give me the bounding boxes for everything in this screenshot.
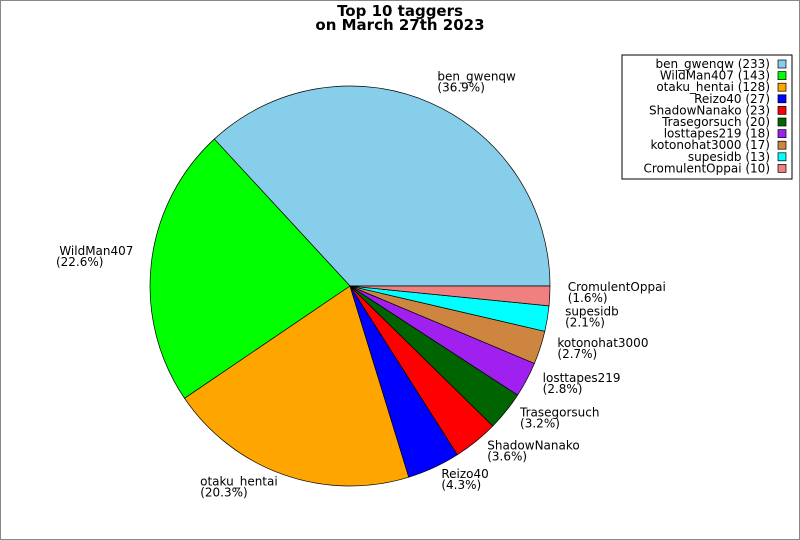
- slice-name: CromulentOppai: [568, 280, 666, 294]
- slice-percent: (2.1%): [565, 316, 605, 330]
- pie-slice: [149, 138, 351, 399]
- slice-name: WildMan407: [59, 244, 133, 258]
- legend-label: WildMan407 (143): [660, 69, 770, 83]
- slice-name: Reizo40: [441, 467, 488, 481]
- legend-swatch: [777, 94, 787, 104]
- legend-label: Reizo40 (27): [694, 92, 770, 106]
- legend-swatch: [777, 59, 787, 69]
- slice-name: losttapes219: [543, 371, 621, 385]
- pie-slice: [213, 85, 551, 287]
- slice-percent: (3.6%): [487, 449, 527, 463]
- slice-name: ShadowNanako: [487, 438, 580, 452]
- legend-swatch: [777, 71, 787, 80]
- legend-box: [621, 54, 793, 180]
- chart-title: Top 10 taggers: [337, 2, 463, 20]
- pie-slice: [349, 285, 551, 307]
- legend-label: ShadowNanako (23): [649, 103, 770, 117]
- legend-swatch: [777, 140, 787, 150]
- slice-label: Reizo40 (4.3%): [441, 467, 488, 492]
- legend-swatch: [777, 164, 787, 173]
- slice-label: WildMan407 (22.6%): [56, 244, 133, 269]
- legend-label: Trasegorsuch (20): [661, 115, 770, 129]
- slice-label: losttapes219 (2.8%): [543, 371, 621, 396]
- pie-slice: [184, 285, 410, 487]
- slice-label: Trasegorsuch (3.2%): [519, 405, 599, 430]
- legend-label: ben_gwenqw (233): [655, 57, 770, 71]
- slice-percent: (2.7%): [557, 347, 597, 361]
- slice-name: kotonohat3000: [557, 336, 648, 350]
- slice-percent: (1.6%): [568, 291, 608, 305]
- slice-percent: (4.3%): [441, 478, 481, 492]
- slice-label: kotonohat3000 (2.7%): [557, 336, 648, 361]
- legend-swatch: [777, 129, 787, 138]
- slice-label: ShadowNanako (3.6%): [487, 438, 580, 463]
- slice-percent: (3.2%): [520, 416, 560, 430]
- slice-name: otaku_hentai: [200, 475, 278, 489]
- legend-label: CromulentOppai (10): [643, 161, 770, 175]
- legend-label: kotonohat3000 (17): [650, 138, 770, 152]
- slice-name: supesidb: [565, 305, 619, 319]
- slice-percent: (36.9%): [437, 80, 484, 94]
- slice-label: supesidb (2.1%): [565, 305, 619, 330]
- legend-label: losttapes219 (18): [664, 127, 770, 141]
- chart-title: on March 27th 2023: [315, 16, 484, 34]
- slice-name: ben_gwenqw: [437, 69, 516, 83]
- legend-swatch: [777, 152, 787, 162]
- slice-label: CromulentOppai (1.6%): [568, 280, 666, 305]
- slice-label: ben_gwenqw (36.9%): [437, 69, 516, 94]
- slice-percent: (2.8%): [543, 382, 583, 396]
- legend-label: supesidb (13): [688, 150, 770, 164]
- legend-label: otaku_hentai (128): [656, 80, 770, 94]
- slice-percent: (20.3%): [200, 486, 247, 500]
- slice-label: otaku_hentai (20.3%): [200, 475, 278, 500]
- legend-swatch: [777, 117, 787, 127]
- slice-percent: (22.6%): [56, 255, 103, 269]
- legend-swatch: [777, 106, 787, 115]
- slice-name: Trasegorsuch: [519, 405, 599, 419]
- legend-swatch: [777, 82, 787, 92]
